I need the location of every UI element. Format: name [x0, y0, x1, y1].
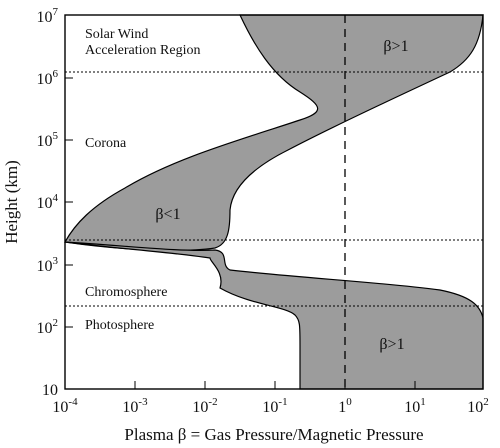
y-tick-label: 105: [37, 130, 59, 150]
region-label-solar-wind: Solar Wind: [85, 27, 148, 42]
beta-label-middle: β<1: [155, 206, 180, 223]
x-tick-label: 10-3: [122, 396, 148, 416]
region-label-photosphere: Photosphere: [85, 318, 154, 333]
y-axis-ticks: [65, 14, 73, 390]
beta-label-upper: β>1: [383, 38, 408, 55]
x-tick-labels: 10-4 10-3 10-2 10-1 10 101 102: [52, 396, 488, 416]
y-tick-label: 107: [37, 6, 59, 26]
y-tick-label: 103: [37, 255, 59, 275]
beta-label-lower: β>1: [379, 336, 404, 353]
x-axis-label: Plasma β = Gas Pressure/Magnetic Pressur…: [124, 425, 423, 444]
y-tick-label: 106: [37, 68, 59, 88]
x-tick-label: 10-1: [262, 396, 287, 416]
y-tick-label: 102: [37, 317, 59, 337]
y-tick-labels: 10 102 103 104 105 106 107: [37, 6, 59, 399]
x-tick-label: 10: [338, 396, 352, 416]
plasma-beta-band-lower: [64, 241, 484, 390]
x-tick-label: 102: [467, 396, 489, 416]
y-tick-label: 104: [37, 192, 59, 212]
y-axis-label: Height (km): [2, 160, 21, 244]
region-label-chromosphere: Chromosphere: [85, 285, 167, 300]
x-axis-ticks: [64, 381, 484, 389]
region-label-acceleration: Acceleration Region: [85, 43, 200, 58]
x-tick-label: 10-2: [192, 396, 217, 416]
x-tick-label: 10-4: [52, 396, 78, 416]
x-tick-label: 101: [404, 396, 426, 416]
y-tick-label: 10: [42, 382, 58, 399]
region-label-corona: Corona: [85, 136, 127, 151]
